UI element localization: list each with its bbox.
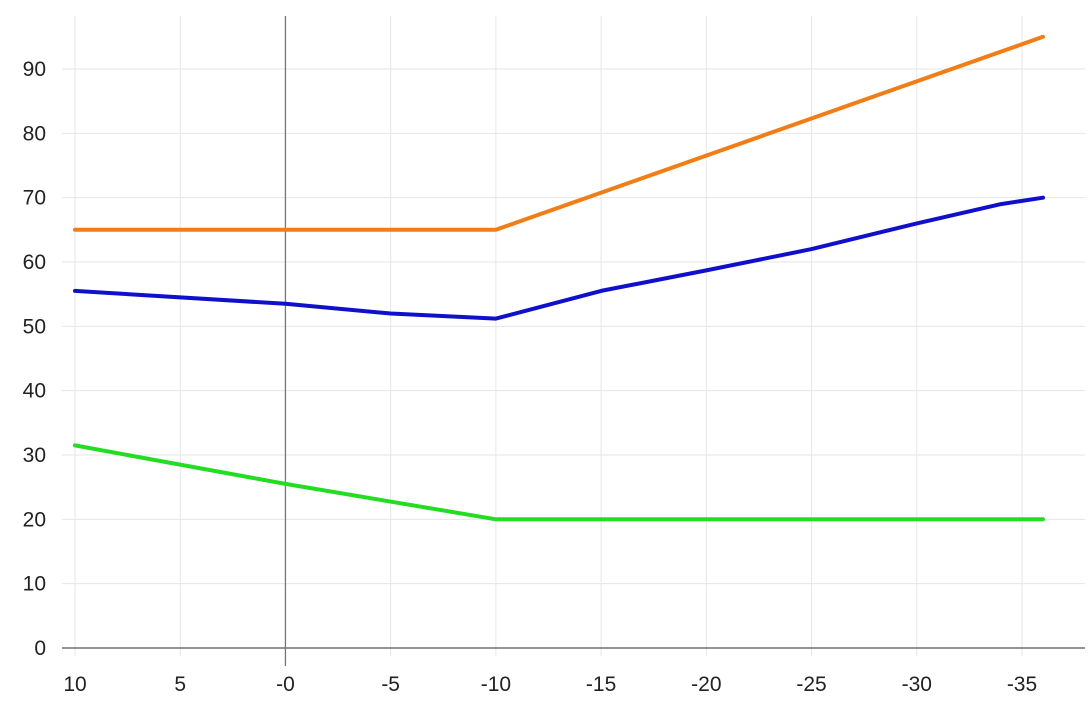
y-tick-label: 30 xyxy=(23,444,46,467)
x-grid xyxy=(74,16,1023,656)
series-line-1 xyxy=(73,34,1045,232)
x-tick-label: -10 xyxy=(481,673,511,696)
y-grid xyxy=(62,68,1085,585)
x-tick-label: -30 xyxy=(902,673,932,696)
y-tick-label: 0 xyxy=(34,637,46,660)
series-line-3 xyxy=(73,443,1045,522)
y-tick-label: 50 xyxy=(23,315,46,338)
y-tick-label: 40 xyxy=(23,380,46,403)
x-tick-label: -0 xyxy=(276,673,295,696)
x-tick-label: -15 xyxy=(586,673,616,696)
y-tick-label: 60 xyxy=(23,251,46,274)
y-tick-label: 70 xyxy=(23,187,46,210)
y-tick-label: 10 xyxy=(23,573,46,596)
y-tick-label: 90 xyxy=(23,58,46,81)
y-tick-labels: 0 10 20 30 40 50 60 70 80 90 xyxy=(23,58,46,660)
x-tick-label: -20 xyxy=(691,673,721,696)
x-tick-label: -35 xyxy=(1007,673,1037,696)
x-tick-label: 5 xyxy=(174,673,186,696)
x-tick-label: 10 xyxy=(63,673,86,696)
series-group xyxy=(73,34,1045,522)
series-line-2 xyxy=(73,195,1045,321)
y-tick-label: 80 xyxy=(23,122,46,145)
x-tick-label: -5 xyxy=(381,673,400,696)
x-tick-label: -25 xyxy=(796,673,826,696)
x-tick-labels: 10 5 -0 -5 -10 -15 -20 -25 -30 -35 xyxy=(63,673,1037,696)
y-tick-label: 20 xyxy=(23,508,46,531)
zero-lines xyxy=(62,16,1085,666)
